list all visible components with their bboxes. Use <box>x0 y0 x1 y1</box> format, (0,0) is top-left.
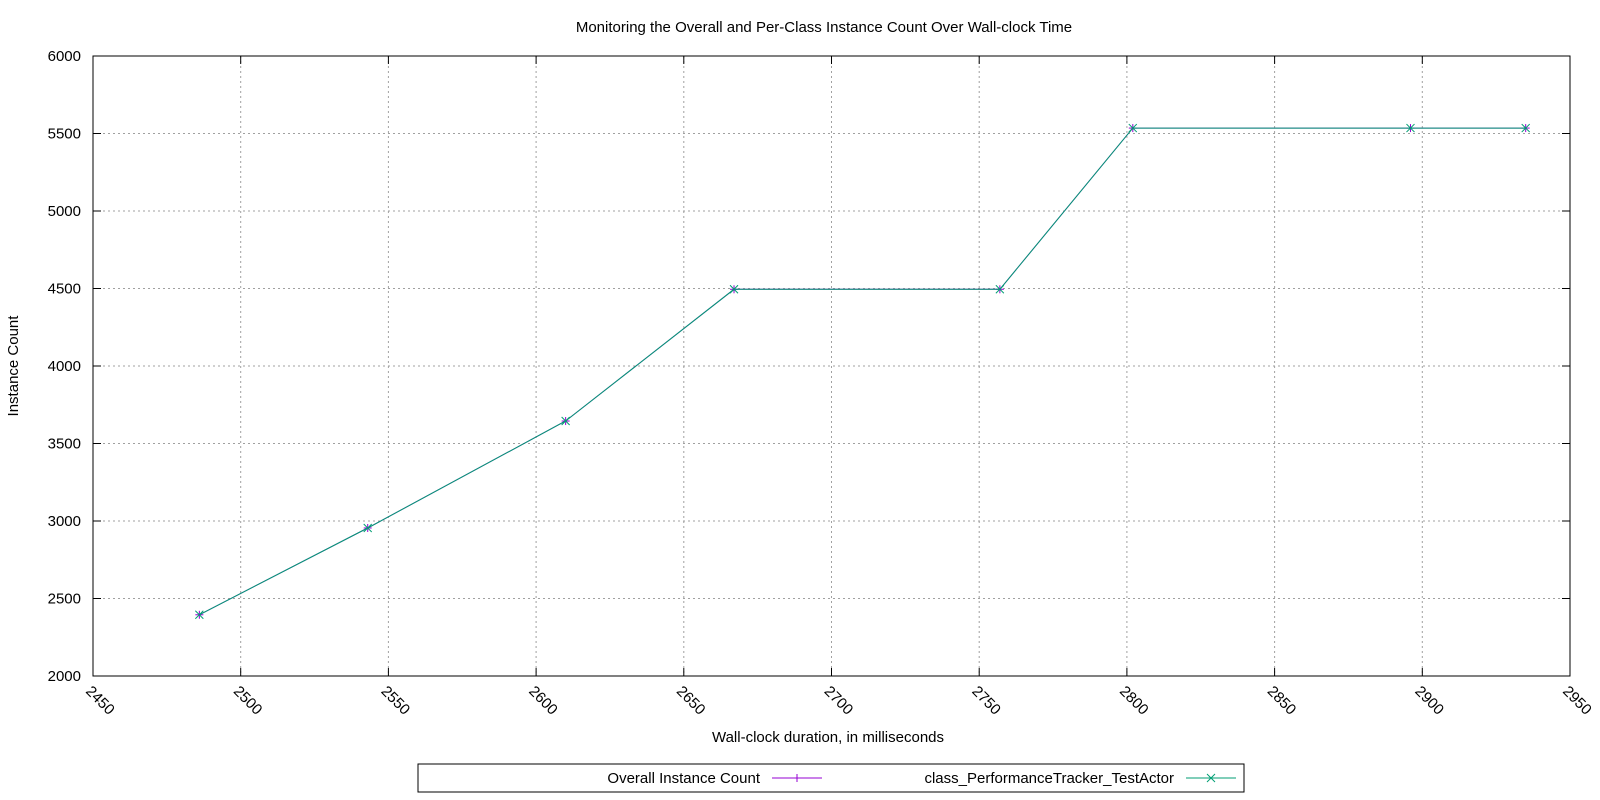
x-tick-label: 2450 <box>82 683 118 719</box>
data-point-test-actor <box>561 416 570 426</box>
legend-swatch-test-actor <box>1186 773 1236 783</box>
y-tick-label: 6000 <box>48 48 81 65</box>
legend-label-test-actor: class_PerformanceTracker_TestActor <box>924 770 1174 787</box>
data-point-test-actor <box>1521 123 1531 133</box>
y-tick-label: 2500 <box>48 591 81 608</box>
y-tick-label: 5500 <box>48 126 81 143</box>
x-tick-label: 2700 <box>821 683 857 719</box>
legend-swatch-overall <box>772 774 822 782</box>
marker-stroke <box>1521 123 1531 133</box>
marker-stroke <box>363 523 373 533</box>
series <box>194 123 1531 620</box>
data-point-test-actor <box>1406 123 1415 133</box>
x-tick-label: 2500 <box>230 683 266 719</box>
y-tick-label: 3000 <box>48 513 81 530</box>
data-point-test-actor <box>729 284 739 294</box>
chart-title: Monitoring the Overall and Per-Class Ins… <box>576 19 1072 36</box>
legend-marker <box>1206 773 1216 783</box>
y-tick-label: 4500 <box>48 281 81 298</box>
legend-label-overall: Overall Instance Count <box>607 770 760 787</box>
data-point-test-actor <box>363 523 373 533</box>
data-point-test-actor <box>1128 123 1138 133</box>
grid <box>93 56 1570 676</box>
data-point-test-actor <box>995 284 1005 294</box>
series-line-test-actor <box>199 127 1526 616</box>
x-tick-label: 2900 <box>1411 683 1447 719</box>
x-tick-label: 2650 <box>673 683 709 719</box>
x-tick-label: 2750 <box>968 683 1004 719</box>
series-line-overall <box>199 127 1526 616</box>
axis-ticks: 2450 2500 2550 2600 2650 2700 2750 2800 2850 2900… <box>48 48 1595 718</box>
marker-stroke <box>1128 123 1138 133</box>
marker-stroke <box>194 610 204 620</box>
x-tick-label: 2850 <box>1264 683 1300 719</box>
marker-stroke <box>995 284 1005 294</box>
legend-marker <box>793 774 801 782</box>
y-tick-label: 4000 <box>48 358 81 375</box>
y-tick-label: 3500 <box>48 436 81 453</box>
x-tick-label: 2550 <box>378 683 414 719</box>
marker-stroke <box>561 416 570 426</box>
y-tick-label: 2000 <box>48 668 81 685</box>
marker-stroke <box>1406 123 1415 133</box>
data-point-test-actor <box>194 610 204 620</box>
marker-stroke <box>729 284 739 294</box>
x-tick-label: 2950 <box>1559 683 1595 719</box>
legend-box <box>417 763 1245 793</box>
legend: Overall Instance Count class_Performance… <box>417 763 1245 793</box>
y-axis-title: Instance Count <box>5 315 22 417</box>
marker-stroke <box>1206 773 1216 783</box>
y-tick-label: 5000 <box>48 203 81 220</box>
x-axis-title: Wall-clock duration, in milliseconds <box>712 729 944 746</box>
x-tick-label: 2600 <box>525 683 561 719</box>
x-tick-label: 2800 <box>1116 683 1152 719</box>
